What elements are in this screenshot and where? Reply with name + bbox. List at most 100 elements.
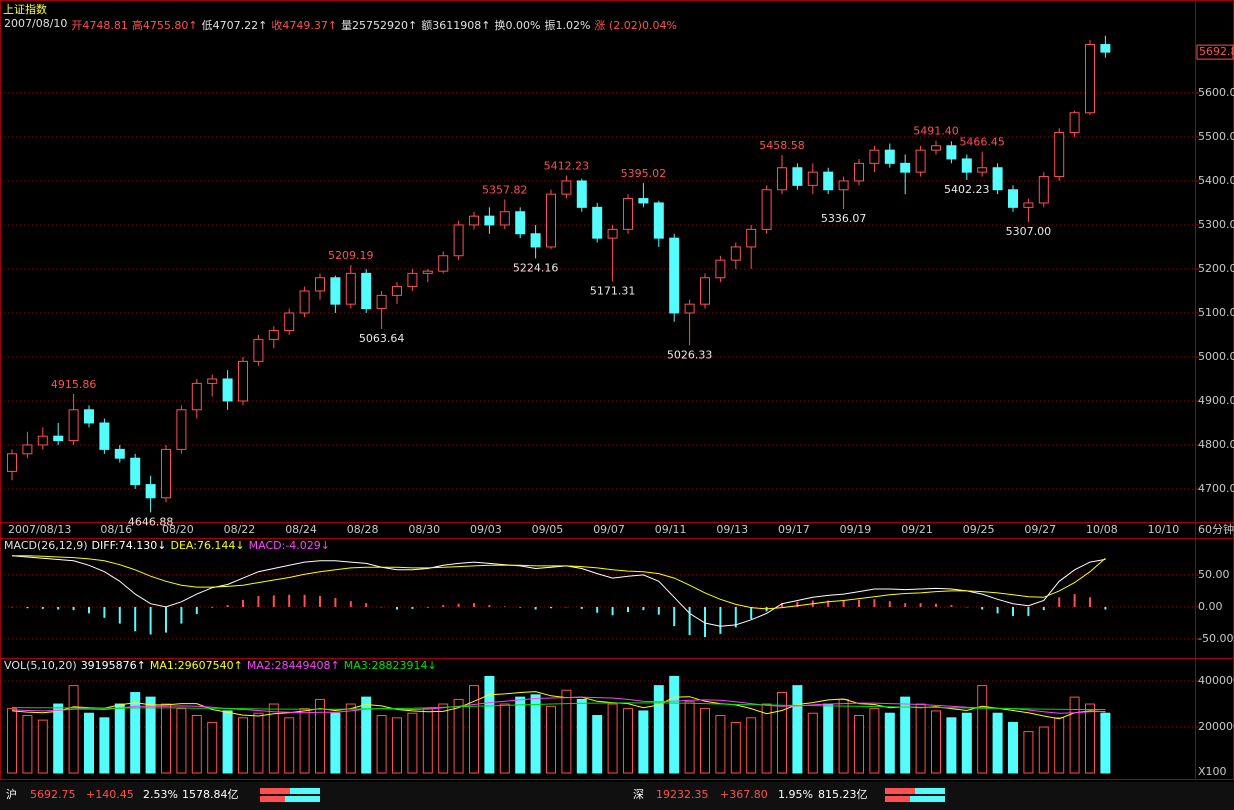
candle-body (700, 277, 710, 305)
volume-bar (931, 710, 941, 774)
volume-bar (268, 703, 279, 774)
legend-entry: MA3:28823914↓ (343, 659, 437, 672)
y-tick-label: 4800.00 (1198, 438, 1234, 451)
candle-body (884, 149, 895, 164)
candle-body (715, 259, 726, 279)
status-bar (0, 782, 1234, 810)
macd-bar (503, 606, 506, 607)
volume-bar (546, 705, 556, 774)
x-tick-label: 08/28 (347, 523, 379, 536)
volume-bar (730, 721, 741, 774)
candle-body (238, 360, 248, 402)
candle-body (669, 237, 680, 314)
volume-bar (191, 715, 202, 774)
y-tick-label: 5300.00 (1198, 218, 1234, 231)
volume-bar (222, 710, 233, 774)
volume-bar (499, 703, 510, 774)
volume-bar (777, 692, 787, 774)
macd-bar (26, 606, 29, 609)
macd-bar (349, 601, 352, 607)
status-box (260, 788, 290, 794)
macd-bar (149, 606, 152, 635)
candle-body (499, 211, 510, 226)
x-tick-label: 09/21 (901, 523, 933, 536)
macd-bar (596, 606, 599, 613)
volume-bar (438, 703, 449, 774)
extreme-label: 4646.88 (128, 515, 174, 528)
macd-bar (134, 606, 137, 632)
candle-body (623, 198, 633, 230)
status-boxes (260, 788, 945, 802)
x-tick-label: 10/08 (1086, 523, 1118, 536)
macd-bar (1073, 594, 1076, 607)
candle-body (684, 303, 695, 314)
volume-bar (592, 715, 603, 774)
macd-bar (488, 605, 491, 607)
volume-bar (607, 703, 618, 774)
macd-bar (396, 606, 398, 610)
candle-body (1008, 189, 1018, 208)
macd-bar (426, 606, 429, 608)
candle-body (977, 167, 988, 173)
macd-bar (1027, 606, 1030, 616)
macd-bar (981, 606, 984, 610)
macd-bar (719, 606, 722, 634)
candle-body (777, 167, 787, 191)
volume-header: VOL(5,10,20) 39195876↑ MA1:29607540↑ MA2:28… (4, 659, 437, 672)
volume-bar (376, 715, 387, 774)
candle-body (992, 167, 1003, 191)
candle-body (807, 171, 818, 186)
candle-body (823, 171, 834, 191)
extreme-label: 5209.19 (328, 249, 374, 262)
legend-entry: DEA:76.144↓ (170, 539, 245, 552)
y-tick-label: 0.00 (1198, 600, 1223, 613)
macd-bar (1104, 606, 1107, 610)
volume-bar (253, 712, 264, 774)
extreme-label: 5063.64 (359, 332, 405, 345)
candle-body (253, 338, 264, 362)
volume-bar (330, 712, 341, 774)
macd-bar (180, 606, 183, 624)
volume-bar (84, 712, 94, 774)
x-tick-label: 08/24 (285, 523, 317, 536)
series-line (11, 555, 1106, 627)
volume-bar (900, 696, 911, 774)
candle-body (1054, 132, 1065, 178)
volume-bar (207, 721, 218, 774)
volume-bar (715, 715, 726, 774)
x-tick-label: 09/13 (716, 523, 748, 536)
x-tick-label: 09/17 (778, 523, 810, 536)
extreme-label: 5171.31 (590, 285, 636, 298)
quote-field: 高4755.80↑ (131, 19, 198, 32)
volume-bar (361, 696, 372, 774)
x-unit: 60分钟 (1198, 522, 1234, 536)
volume-bar (992, 712, 1003, 774)
x-tick-label: 09/03 (470, 523, 502, 536)
macd-bar (611, 606, 614, 616)
candle-body (130, 457, 141, 486)
extreme-label: 5026.33 (667, 348, 713, 361)
macd-bar (704, 606, 706, 638)
status-pct: 2.53% (143, 788, 178, 801)
volume-bar (684, 701, 695, 774)
candle-body (68, 409, 79, 442)
status-box (910, 796, 945, 802)
macd-bar (627, 606, 629, 613)
volume-bar (238, 717, 248, 774)
volume-bar (1008, 721, 1018, 774)
candle-body (453, 224, 464, 257)
candle-body (792, 167, 803, 186)
candle-body (1069, 112, 1080, 134)
macd-bar (873, 599, 876, 607)
candle-body (422, 270, 433, 274)
macd-bar (1058, 597, 1061, 607)
y-tick-label: 4900.00 (1198, 394, 1234, 407)
volume-bar (422, 708, 433, 774)
extreme-label: 5307.00 (1006, 225, 1052, 238)
macd-bar (688, 606, 691, 636)
candle-body (207, 378, 218, 384)
quote-field: 振1.02% (544, 19, 591, 32)
candle-body (1038, 176, 1049, 204)
unit-label: X100 (1198, 765, 1227, 778)
